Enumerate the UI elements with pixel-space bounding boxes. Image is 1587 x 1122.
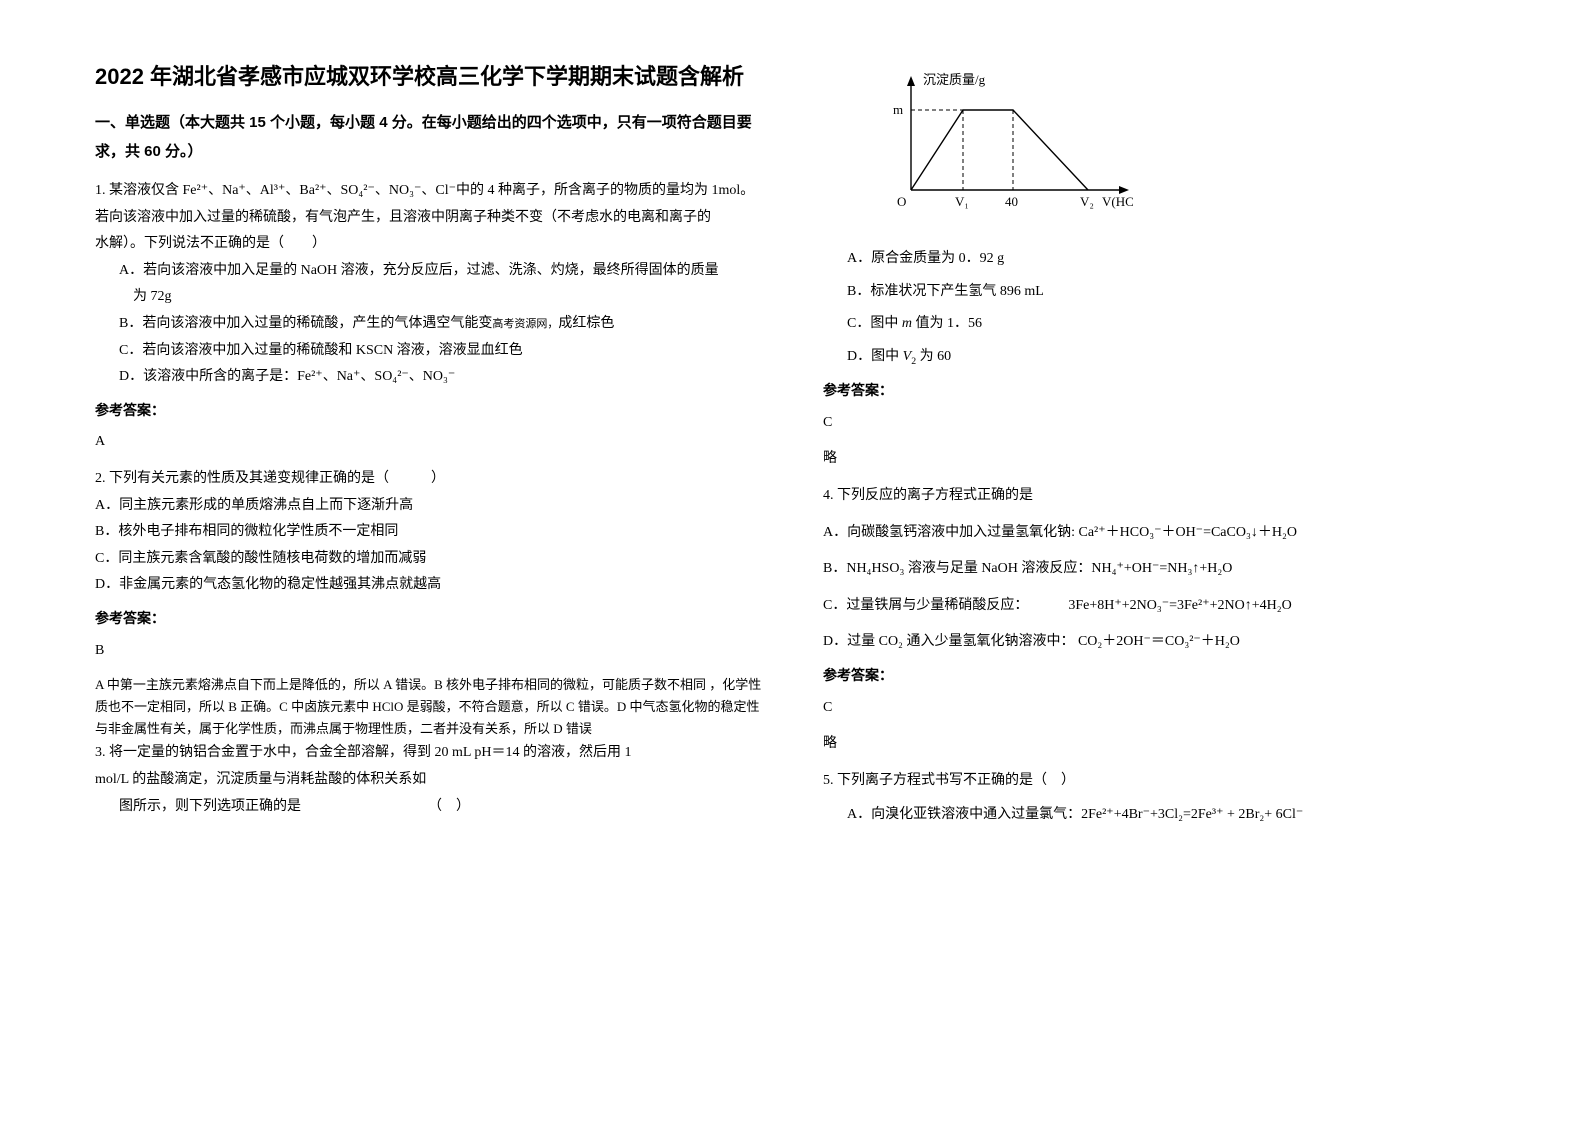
q3-stem-line3: 图所示，则下列选项正确的是 （ ） [95,794,763,821]
svg-text:V₂: V₂ [1080,194,1094,209]
page-container: 2022 年湖北省孝感市应城双环学校高三化学下学期期末试题含解析 一、单选题（本… [95,60,1492,835]
q4-note: 略 [823,731,1491,758]
svg-text:V(HCl)/mL: V(HCl)/mL [1102,194,1133,209]
q4-option-d: D．过量 CO₂ 通入少量氢氧化钠溶液中： CO₂＋2OH⁻＝CO₃²⁻＋H₂O [823,629,1491,656]
q2-option-a: A．同主族元素形成的单质熔沸点自上而下逐渐升高 [95,493,763,520]
q4-answer: C [823,695,1491,722]
q4-stem: 4. 下列反应的离子方程式正确的是 [823,483,1491,510]
precipitate-chart-svg: 沉淀质量/g m O V₁ 40 V₂ V(HCl)/mL [873,70,1133,220]
left-column: 2022 年湖北省孝感市应城双环学校高三化学下学期期末试题含解析 一、单选题（本… [95,60,763,835]
answer-label-3: 参考答案： [823,377,1491,404]
q2-option-c: C．同主族元素含氧酸的酸性随核电荷数的增加而减弱 [95,546,763,573]
q5-stem: 5. 下列离子方程式书写不正确的是（ ） [823,768,1491,795]
q1-option-b-text1: B．若向该溶液中加入过量的稀硫酸，产生的气体遇空气能变 [119,316,492,331]
q3-option-a: A．原合金质量为 0．92 g [823,246,1491,273]
q4-c-pre: C．过量铁屑与少量稀硝酸反应： [823,598,1028,613]
q1-stem-line3: 水解）。下列说法不正确的是（ ） [95,231,763,258]
question-1: 1. 某溶液仅含 Fe²⁺、Na⁺、Al³⁺、Ba²⁺、SO₄²⁻、NO₃⁻、C… [95,178,763,391]
q3-d-var: V [903,349,912,364]
svg-text:V₁: V₁ [955,194,969,209]
document-title: 2022 年湖北省孝感市应城双环学校高三化学下学期期末试题含解析 [95,60,763,93]
answer-label-1: 参考答案： [95,397,763,424]
q3-stem-text: 图所示，则下列选项正确的是 [95,794,301,821]
question-2: 2. 下列有关元素的性质及其递变规律正确的是（ ） A．同主族元素形成的单质熔沸… [95,466,763,599]
q3-answer: C [823,410,1491,437]
q1-option-a-line2: 为 72g [95,284,763,311]
q3-note: 略 [823,446,1491,473]
q3-stem-line2: mol/L 的盐酸滴定，沉淀质量与消耗盐酸的体积关系如 [95,767,763,794]
q1-stem-line1: 1. 某溶液仅含 Fe²⁺、Na⁺、Al³⁺、Ba²⁺、SO₄²⁻、NO₃⁻、C… [95,178,763,205]
q1-option-c: C．若向该溶液中加入过量的稀硫酸和 KSCN 溶液，溶液显血红色 [95,338,763,365]
q3-option-b: B．标准状况下产生氢气 896 mL [823,279,1491,306]
q2-answer: B [95,638,763,665]
q3-c-var: m [902,316,912,331]
q2-option-b: B．核外电子排布相同的微粒化学性质不一定相同 [95,519,763,546]
q1-option-b: B．若向该溶液中加入过量的稀硫酸，产生的气体遇空气能变高考资源网，成红棕色 [95,311,763,338]
q2-stem: 2. 下列有关元素的性质及其递变规律正确的是（ ） [95,466,763,493]
question-5: 5. 下列离子方程式书写不正确的是（ ） A．向溴化亚铁溶液中通入过量氯气：2F… [823,768,1491,829]
q3-paren: （ ） [428,799,470,814]
q3-c-pre: C．图中 [847,316,902,331]
q3-d-pre: D．图中 [847,349,903,364]
q4-option-c: C．过量铁屑与少量稀硝酸反应： 3Fe+8H⁺+2NO₃⁻=3Fe²⁺+2NO↑+… [823,593,1491,620]
answer-label-2: 参考答案： [95,605,763,632]
q3-d-post: 为 60 [916,349,951,364]
q5-option-a: A．向溴化亚铁溶液中通入过量氯气：2Fe²⁺+4Br⁻+3Cl₂=2Fe³⁺ +… [823,802,1491,829]
question-4: 4. 下列反应的离子方程式正确的是 A．向碳酸氢钙溶液中加入过量氢氧化钠: Ca… [823,483,1491,656]
q3-option-c: C．图中 m 值为 1．56 [823,311,1491,338]
q1-answer: A [95,429,763,456]
question-3: 3. 将一定量的钠铝合金置于水中，合金全部溶解，得到 20 mL pH＝14 的… [95,740,763,820]
q3-stem-line1: 3. 将一定量的钠铝合金置于水中，合金全部溶解，得到 20 mL pH＝14 的… [95,740,763,767]
q1-option-a-line1: A．若向该溶液中加入足量的 NaOH 溶液，充分反应后，过滤、洗涤、灼烧，最终所… [95,258,763,285]
svg-text:沉淀质量/g: 沉淀质量/g [923,72,986,87]
q1-stem-line2: 若向该溶液中加入过量的稀硫酸，有气泡产生，且溶液中阴离子种类不变（不考虑水的电离… [95,205,763,232]
q1-option-d: D．该溶液中所含的离子是：Fe²⁺、Na⁺、SO₄²⁻、NO₃⁻ [95,364,763,391]
q4-option-b: B．NH₄HSO₃ 溶液与足量 NaOH 溶液反应：NH₄⁺+OH⁻=NH₃↑+… [823,556,1491,583]
right-column: 沉淀质量/gmOV₁40V₂V(HCl)/mL A．原合金质量为 0．92 g … [823,60,1491,835]
svg-text:m: m [893,102,903,117]
svg-text:O: O [897,194,906,209]
svg-text:40: 40 [1005,194,1018,209]
q2-option-d: D．非金属元素的气态氢化物的稳定性越强其沸点就越高 [95,572,763,599]
q1-option-b-text2: 成红棕色 [558,316,614,331]
q2-explanation: A 中第一主族元素熔沸点自下而上是降低的，所以 A 错误。B 核外电子排布相同的… [95,674,763,740]
q4-c-eq: 3Fe+8H⁺+2NO₃⁻=3Fe²⁺+2NO↑+4H₂O [1068,598,1291,613]
answer-label-4: 参考答案： [823,662,1491,689]
q3-option-d: D．图中 V2 为 60 [823,344,1491,371]
q4-option-a: A．向碳酸氢钙溶液中加入过量氢氧化钠: Ca²⁺＋HCO₃⁻＋OH⁻=CaCO₃… [823,520,1491,547]
section-header: 一、单选题（本大题共 15 个小题，每小题 4 分。在每小题给出的四个选项中，只… [95,109,763,166]
q1-option-b-small: 高考资源网， [492,318,558,330]
q3-chart: 沉淀质量/g m O V₁ 40 V₂ V(HCl)/mL [823,60,1491,240]
q3-c-post: 值为 1．56 [912,316,982,331]
